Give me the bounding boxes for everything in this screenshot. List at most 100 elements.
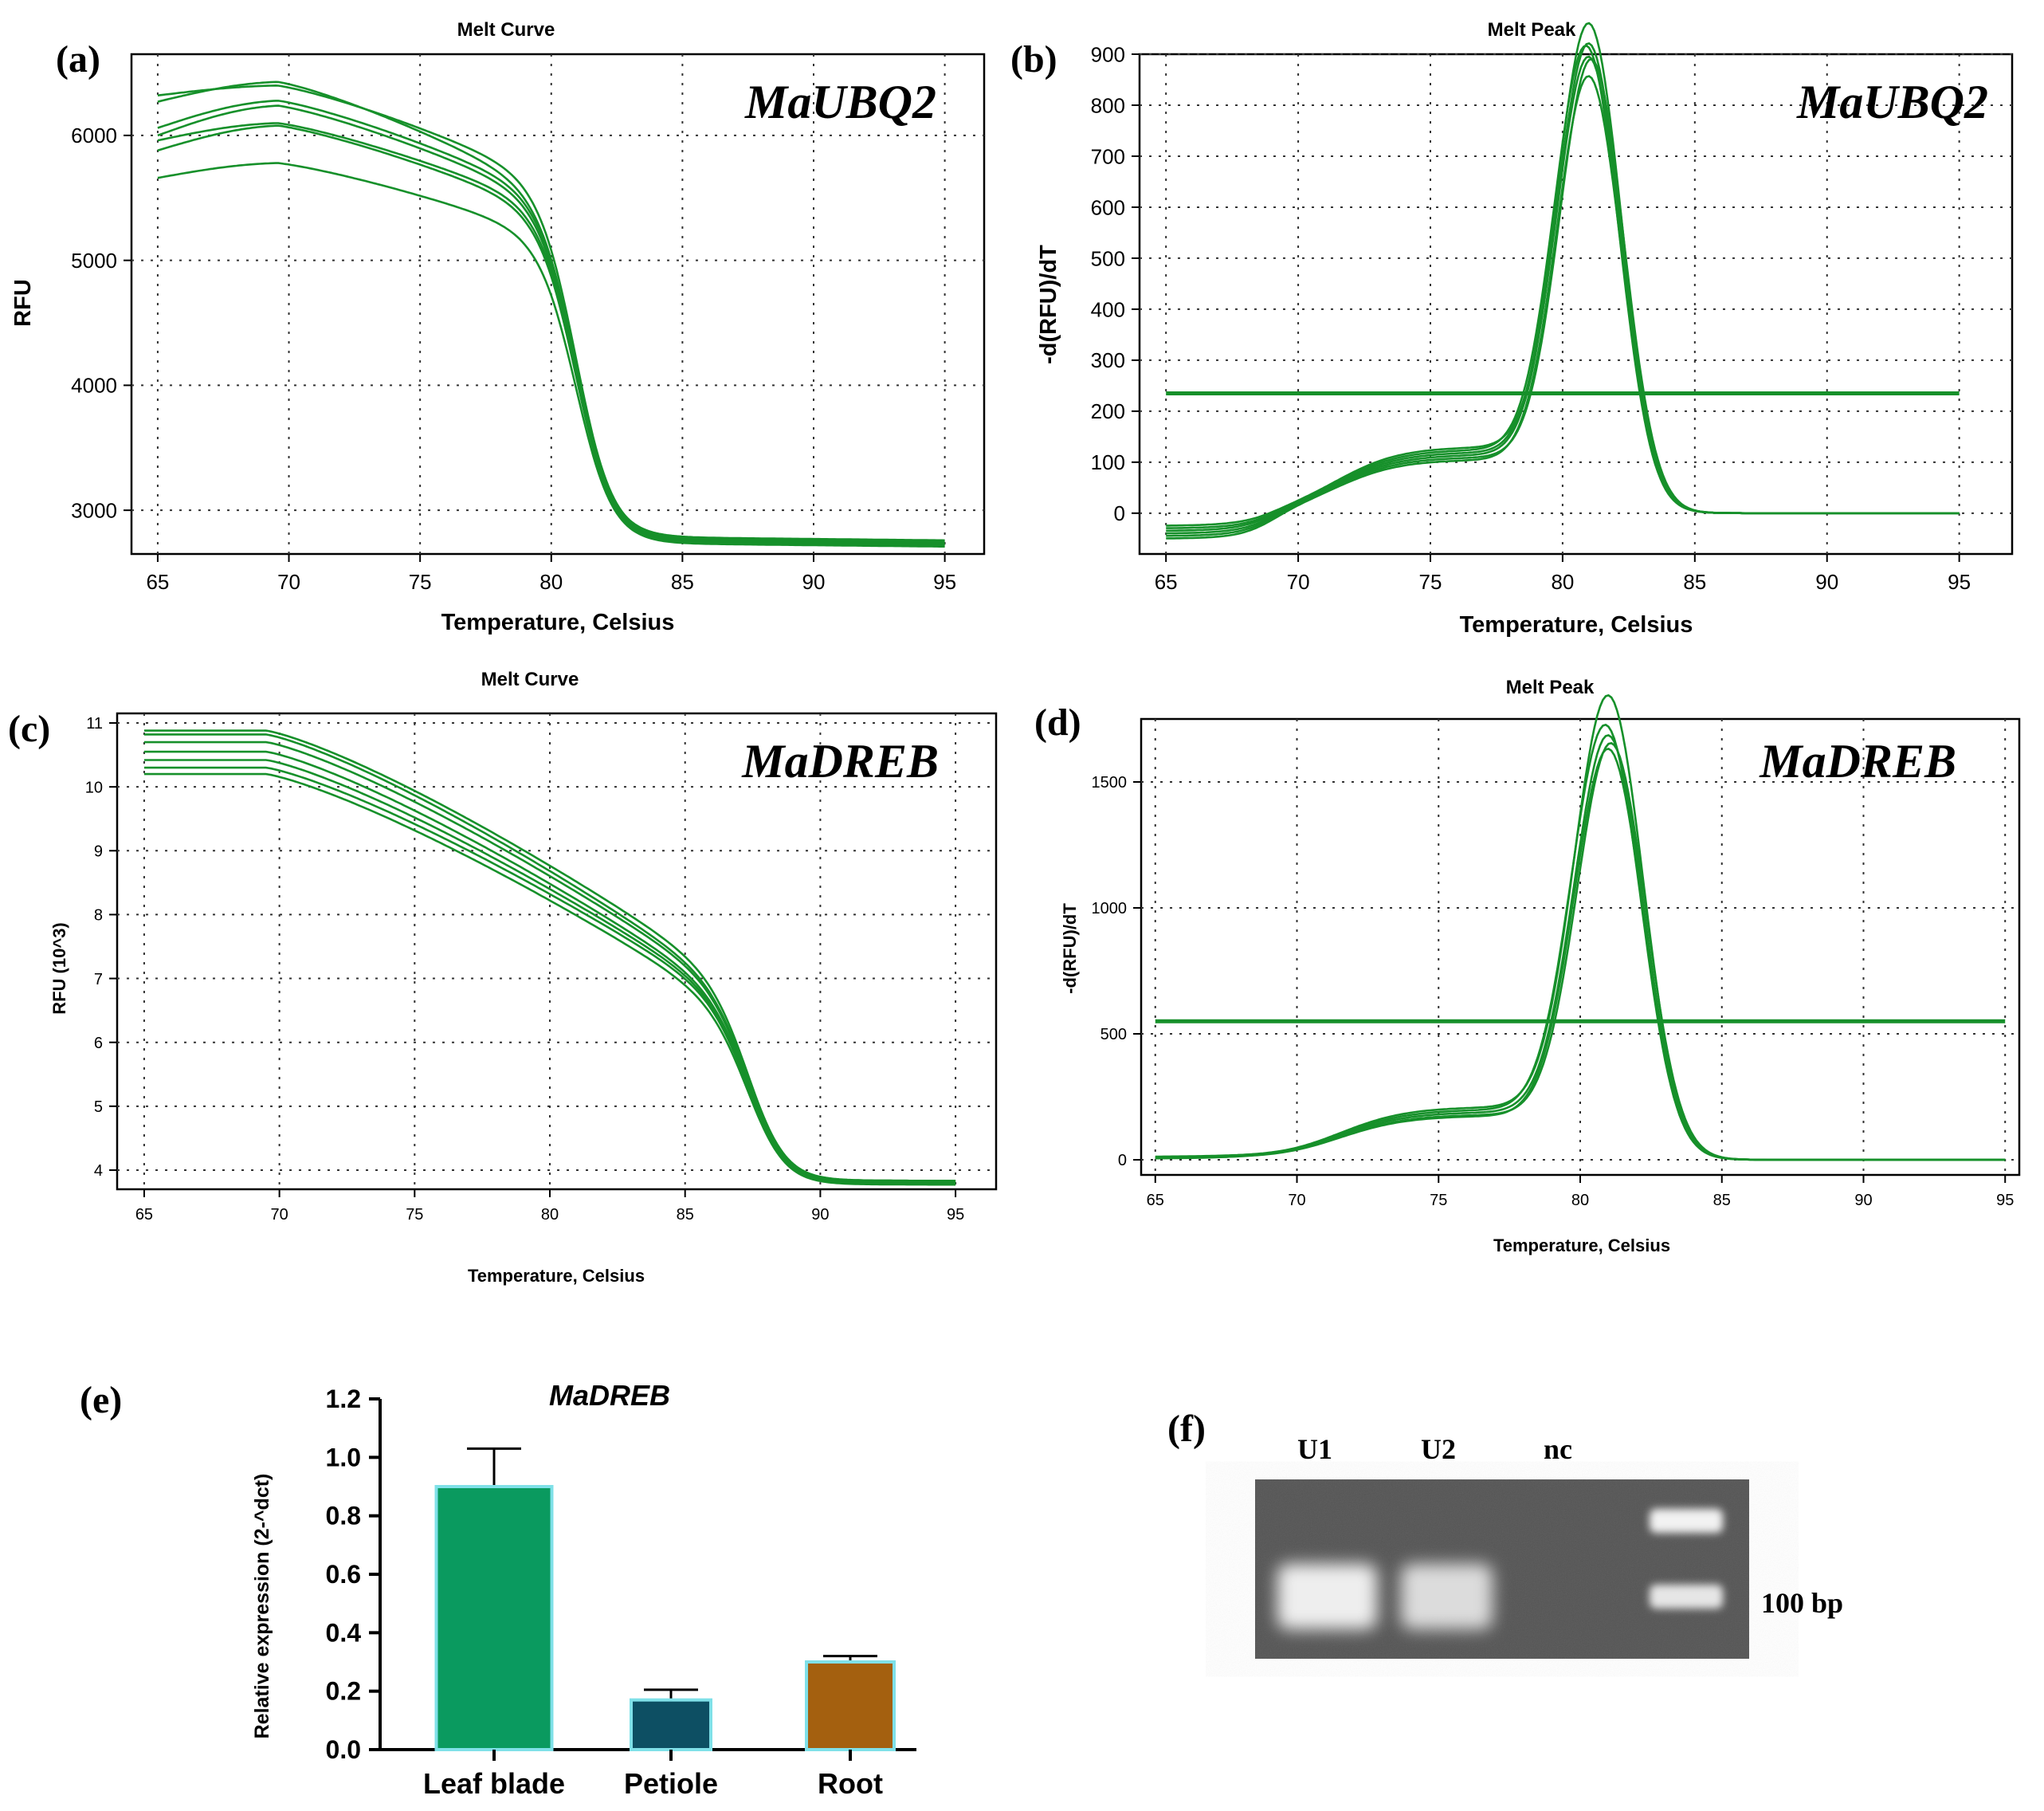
- panel-d-gene-label: MaDREB: [1759, 735, 1956, 788]
- x-tick-label: 65: [1147, 1192, 1164, 1209]
- panel-f-letter: (f): [1167, 1408, 1206, 1450]
- y-tick-label: 0.4: [326, 1618, 362, 1647]
- panel-c-melt-curve: (c) Melt Curve 65 70 75 80 85 90 954567891011 …: [8, 669, 998, 1286]
- x-tick-label: 70: [1287, 570, 1310, 594]
- melt-series-3: [157, 100, 945, 544]
- panel-c-ylabel: RFU (10^3): [49, 922, 69, 1015]
- x-tick-label: 85: [671, 570, 694, 594]
- panel-d-ylabel: -d(RFU)/dT: [1060, 903, 1080, 994]
- panel-b-plot-frame: [1138, 53, 2014, 556]
- y-tick-label: 10: [85, 779, 103, 796]
- panel-c-xlabel: Temperature, Celsius: [468, 1266, 645, 1286]
- y-tick-label: 600: [1091, 195, 1125, 219]
- panel-c-title: Melt Curve: [481, 669, 579, 690]
- y-tick-label: 200: [1091, 399, 1125, 423]
- x-tick-label: 80: [1551, 570, 1574, 594]
- ladder-band-upper: [1650, 1509, 1723, 1533]
- panel-a-letter: (a): [56, 38, 100, 81]
- lane-label-nc: nc: [1544, 1433, 1572, 1465]
- x-tick-label: 90: [802, 570, 826, 594]
- y-tick-label: 0: [1114, 501, 1125, 525]
- panel-e-letter: (e): [80, 1379, 122, 1421]
- panel-d-xlabel: Temperature, Celsius: [1493, 1235, 1670, 1255]
- panel-c-gene-label: MaDREB: [741, 735, 939, 788]
- x-tick-label: 90: [1815, 570, 1838, 594]
- panel-b-melt-peak: (b) Melt Peak 65 70 75 80 85 90 95 0 100 200 300 40…: [1010, 19, 2014, 638]
- bar-root: [805, 1660, 896, 1751]
- melt-series-1: [143, 729, 956, 1182]
- panel-d-melt-peak: (d) Melt Peak 65 70 75 80 85 90 95 0 500 1000 1500…: [1034, 677, 2021, 1255]
- panel-b-curves: [1166, 22, 1960, 540]
- marker-label-100bp: 100 bp: [1761, 1587, 1843, 1619]
- panel-b-letter: (b): [1010, 38, 1057, 81]
- x-tick-label: 80: [541, 1206, 559, 1224]
- y-tick-label: 0.2: [326, 1677, 361, 1706]
- bar-leaf-blade: [434, 1485, 554, 1751]
- y-tick-label: 400: [1091, 297, 1125, 321]
- x-tick-label: 85: [677, 1206, 694, 1224]
- y-tick-label: 7: [94, 971, 103, 988]
- y-tick-label: 500: [1091, 246, 1125, 270]
- panel-d-curves: [1155, 693, 2006, 1161]
- panel-a-ylabel: RFU: [10, 279, 36, 327]
- category-label: Petiole: [624, 1767, 718, 1800]
- panel-d-ticks: 65 70 75 80 85 90 95 0 500 1000 1500: [1092, 774, 2015, 1209]
- panel-d-letter: (d): [1034, 701, 1081, 744]
- panel-c-ticks: 65 70 75 80 85 90 95 4 5 6 7 8 9 10 11: [85, 715, 964, 1224]
- panel-a-xlabel: Temperature, Celsius: [441, 610, 675, 635]
- panel-e-bars: 0.0 0.2 0.4 0.6 0.8 1.0 1.2 Leaf blade Petiole Ro…: [326, 1385, 916, 1800]
- x-tick-label: 70: [277, 570, 300, 594]
- panel-a-plot-frame: [130, 53, 986, 556]
- y-tick-label: 9: [94, 843, 103, 860]
- y-tick-label: 5000: [71, 249, 117, 273]
- lane-label-u2: U2: [1421, 1433, 1456, 1465]
- x-tick-label: 90: [811, 1206, 829, 1224]
- melt-series-5: [157, 122, 945, 545]
- x-tick-label: 65: [1155, 570, 1178, 594]
- x-tick-label: 80: [1571, 1192, 1589, 1209]
- x-tick-label: 95: [1948, 570, 1971, 594]
- y-tick-label: 800: [1091, 93, 1125, 117]
- panel-e-ylabel: Relative expression (2-^dct): [251, 1474, 273, 1739]
- lane-label-u1: U1: [1297, 1433, 1332, 1465]
- panel-f-gel: (f) U1 U2 nc 100 bp: [1167, 1408, 1843, 1659]
- x-tick-label: 65: [135, 1206, 153, 1224]
- y-tick-label: 0.6: [326, 1560, 361, 1589]
- y-tick-label: 100: [1091, 450, 1125, 474]
- y-tick-label: 0: [1118, 1152, 1127, 1169]
- panel-b-ticks: 65 70 75 80 85 90 95 0 100 200 300 400 500 600 700 800 9…: [1091, 42, 1971, 594]
- melt-series-1: [157, 84, 945, 543]
- y-tick-label: 0.8: [326, 1502, 361, 1530]
- panel-a-ticks: 65 70 75 80 85 90 95 3000 4000 5000 6000: [71, 124, 956, 594]
- y-tick-label: 4000: [71, 374, 117, 398]
- panel-b-ylabel: -d(RFU)/dT: [1036, 245, 1061, 364]
- panel-e-bar-chart: (e) MaDREB Relative expression (2-^dct) …: [80, 1379, 916, 1800]
- y-tick-label: 1.0: [326, 1443, 361, 1471]
- panel-b-grid: [1140, 53, 2012, 554]
- y-tick-label: 5: [94, 1098, 103, 1116]
- melt-series-3: [1155, 733, 2006, 1161]
- panel-c-letter: (c): [8, 708, 50, 750]
- bar-petiole: [630, 1698, 712, 1752]
- melt-series-6: [143, 766, 956, 1184]
- y-tick-label: 3000: [71, 498, 117, 522]
- ladder-band-100bp: [1650, 1585, 1723, 1609]
- panel-b-gene-label: MaUBQ2: [1796, 76, 1988, 128]
- melt-series-2: [1155, 723, 2006, 1161]
- x-tick-label: 75: [409, 570, 432, 594]
- x-tick-label: 85: [1683, 570, 1706, 594]
- x-tick-label: 85: [1713, 1192, 1731, 1209]
- y-tick-label: 11: [86, 715, 103, 733]
- panel-c-curves: [143, 729, 956, 1186]
- panel-d-title: Melt Peak: [1506, 677, 1595, 698]
- x-tick-label: 90: [1854, 1192, 1872, 1209]
- panel-e-title: MaDREB: [549, 1379, 670, 1412]
- x-tick-label: 75: [1430, 1192, 1447, 1209]
- panel-b-xlabel: Temperature, Celsius: [1460, 612, 1693, 638]
- melt-series-6: [157, 124, 945, 547]
- melt-series-4: [157, 104, 945, 545]
- y-tick-label: 1.2: [326, 1385, 361, 1413]
- panel-a-melt-curve: (a) Melt Curve 65 70 75 80 85 90 95 3000 4000 500…: [10, 19, 986, 635]
- melt-series-5: [1155, 747, 2006, 1161]
